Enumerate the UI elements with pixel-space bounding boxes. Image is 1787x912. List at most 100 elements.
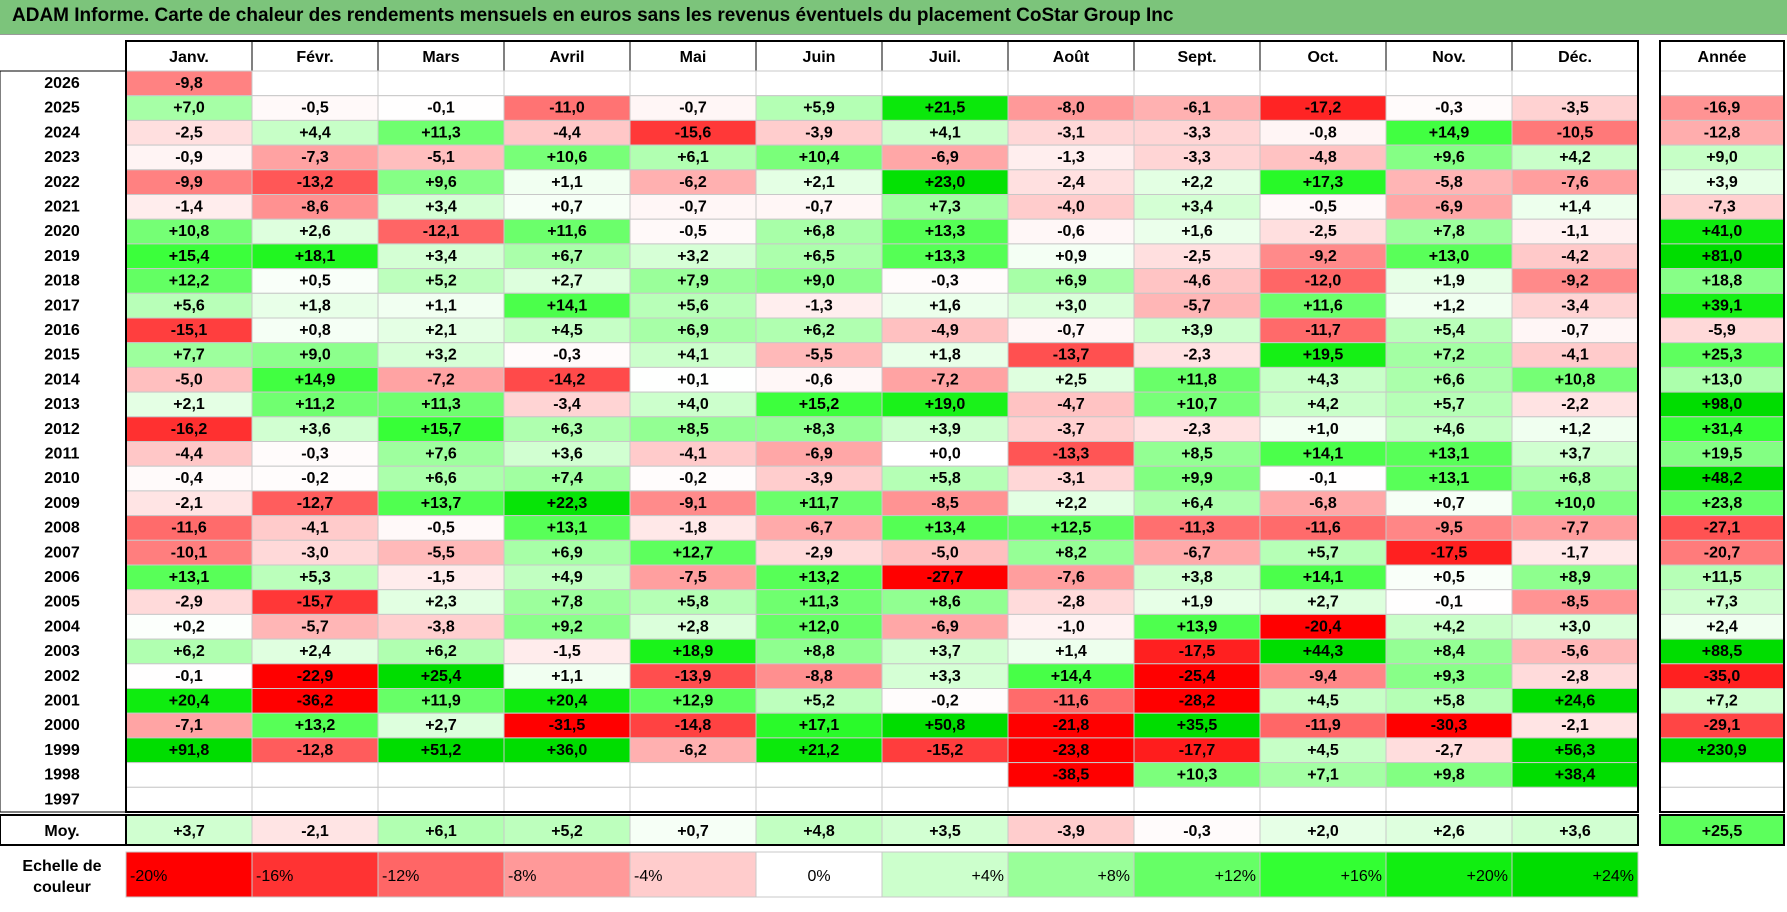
- heatmap-cell: [125, 786, 253, 813]
- cell-value: +13,9: [1177, 618, 1218, 635]
- annual-value: -12,8: [1704, 124, 1741, 141]
- annual-cell: [1659, 70, 1785, 97]
- cell-value: +3,0: [1559, 618, 1591, 635]
- heatmap-cell: [881, 317, 1009, 344]
- heatmap-cell: [629, 712, 757, 739]
- cell-value: -3,4: [553, 396, 581, 413]
- cell-value: -11,9: [1305, 717, 1341, 734]
- cell-value: +13,2: [295, 717, 336, 734]
- legend-swatch: [1511, 851, 1639, 898]
- heatmap-cell: [1385, 366, 1513, 393]
- heatmap-cell: [503, 218, 631, 245]
- heatmap-cell: [1385, 416, 1513, 442]
- cell-value: -5,8: [1435, 174, 1463, 191]
- cell-value: +0,9: [1055, 248, 1087, 265]
- cell-value: -0,7: [805, 199, 833, 216]
- annual-grid-border: [1659, 40, 1785, 813]
- cell-value: +21,5: [925, 100, 966, 117]
- average-value: -0,3: [1183, 823, 1211, 840]
- average-value: +6,1: [425, 823, 457, 840]
- cell-value: -9,5: [1435, 520, 1463, 537]
- heatmap-cell: [1511, 589, 1639, 615]
- heatmap-cell: [1385, 465, 1513, 492]
- cell-value: -3,7: [1057, 421, 1085, 438]
- cell-value: +8,4: [1433, 643, 1465, 660]
- year-label: 1998: [44, 767, 80, 784]
- heatmap-cell: [1511, 786, 1639, 813]
- cell-value: +11,9: [421, 693, 461, 710]
- cell-value: +0,7: [1433, 495, 1465, 512]
- legend-swatch: [755, 851, 883, 898]
- cell-value: +1,9: [1181, 594, 1213, 611]
- cell-value: -0,6: [1057, 223, 1085, 240]
- annual-value: +13,0: [1702, 371, 1743, 388]
- column-header-3: Mars: [422, 49, 459, 66]
- annual-value: +81,0: [1702, 248, 1743, 265]
- cell-value: -10,5: [1557, 124, 1594, 141]
- heatmap-cell: [629, 515, 757, 541]
- cell-value: -0,7: [1561, 322, 1589, 339]
- average-cell: [125, 814, 253, 846]
- cell-value: +13,0: [1429, 248, 1470, 265]
- heatmap-cell: [755, 786, 883, 813]
- cell-value: -7,2: [427, 371, 455, 388]
- heatmap-cell: [503, 712, 631, 739]
- cell-value: -6,2: [679, 742, 707, 759]
- annual-average-cell: [1659, 814, 1785, 846]
- cell-value: -11,6: [171, 520, 207, 537]
- cell-value: +14,1: [1303, 569, 1344, 586]
- cell-value: -15,1: [171, 322, 208, 339]
- cell-value: -0,5: [679, 223, 707, 240]
- annual-value: -7,3: [1708, 199, 1736, 216]
- cell-value: +10,6: [547, 149, 588, 166]
- cell-value: +4,6: [1433, 421, 1465, 438]
- heatmap-cell: [1007, 243, 1135, 270]
- cell-value: +4,5: [1307, 742, 1339, 759]
- heatmap-cell: [1007, 589, 1135, 615]
- cell-value: -0,3: [931, 273, 959, 290]
- heatmap-cell: [881, 243, 1009, 270]
- heatmap-cell: [629, 342, 757, 368]
- cell-value: +2,5: [1055, 371, 1087, 388]
- cell-value: -4,9: [931, 322, 959, 339]
- heatmap-cell: [1511, 268, 1639, 294]
- annual-value: +18,8: [1702, 273, 1743, 290]
- heatmap-cell: [755, 589, 883, 615]
- heatmap-cell: [1511, 613, 1639, 640]
- cell-value: +7,1: [1307, 767, 1339, 784]
- heatmap-cell: [1511, 342, 1639, 368]
- cell-value: -25,4: [1179, 668, 1216, 685]
- cell-value: +5,2: [425, 273, 457, 290]
- cell-value: +1,4: [1559, 199, 1591, 216]
- heatmap-cell: [251, 342, 379, 368]
- cell-value: +1,6: [929, 297, 961, 314]
- heatmap-cell: [125, 218, 253, 245]
- heatmap-cell: [377, 366, 505, 393]
- annual-cell: [1659, 762, 1785, 788]
- heatmap-cell: [125, 119, 253, 146]
- cell-value: -2,2: [1561, 396, 1589, 413]
- heatmap-cell: [755, 490, 883, 517]
- cell-value: +3,4: [425, 248, 457, 265]
- cell-value: +44,3: [1303, 643, 1344, 660]
- heatmap-cell: [1511, 95, 1639, 121]
- cell-value: +13,1: [1429, 446, 1470, 463]
- column-header-1: Janv.: [169, 49, 209, 66]
- cell-value: -5,7: [1183, 297, 1211, 314]
- heatmap-cell: [1511, 119, 1639, 146]
- cell-value: +4,1: [929, 124, 961, 141]
- heatmap-cell: [755, 564, 883, 591]
- annual-cell: [1659, 317, 1785, 344]
- cell-value: -6,9: [1435, 199, 1463, 216]
- average-row-border: [125, 814, 1639, 846]
- heatmap-cell: [503, 762, 631, 788]
- year-label: 2015: [44, 347, 80, 364]
- heatmap-cell: [377, 663, 505, 689]
- cell-value: +5,3: [299, 569, 331, 586]
- cell-value: +18,1: [295, 248, 336, 265]
- year-label: 2010: [44, 470, 80, 487]
- heatmap-cell: [251, 95, 379, 121]
- heatmap-cell: [1007, 268, 1135, 294]
- cell-value: -1,5: [553, 643, 581, 660]
- heatmap-cell: [1511, 292, 1639, 319]
